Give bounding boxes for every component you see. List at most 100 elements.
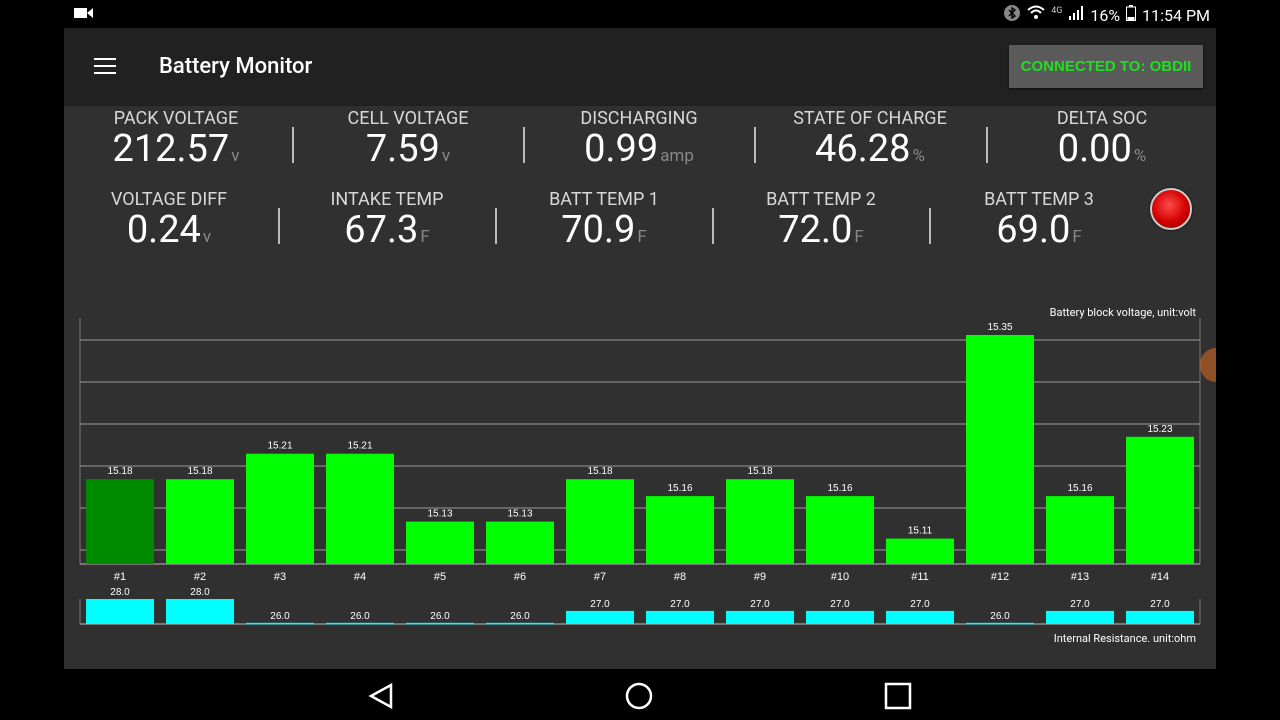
metric-cell-voltage: CELL VOLTAGE 7.59 v <box>308 108 508 178</box>
metric-value: 46.28 <box>815 127 911 171</box>
metric-label: BATT TEMP 1 <box>549 189 659 210</box>
resistance-data-label: 27.0 <box>830 599 850 610</box>
resistance-data-label: 26.0 <box>350 611 370 622</box>
resistance-bar <box>406 622 474 625</box>
voltage-tick-label: #14 <box>1151 571 1169 583</box>
metric-delta-soc: DELTA SOC 0.00% <box>1002 108 1202 178</box>
voltage-tick-label: #10 <box>831 571 849 583</box>
voltage-bar <box>1046 496 1114 564</box>
resistance-data-label: 27.0 <box>1070 599 1090 610</box>
divider <box>278 208 280 244</box>
divider <box>929 208 931 244</box>
divider <box>712 208 714 244</box>
connection-status-button[interactable]: CONNECTED TO: OBDII <box>1009 45 1203 88</box>
metric-unit: F <box>1072 227 1082 247</box>
metric-unit: v <box>202 227 212 247</box>
resistance-bar <box>326 622 394 625</box>
voltage-data-label: 15.18 <box>187 466 212 477</box>
metric-label: BATT TEMP 2 <box>766 189 876 210</box>
resistance-data-label: 26.0 <box>510 611 530 622</box>
metric-pack-voltage: PACK VOLTAGE 212.57 v <box>76 108 276 178</box>
metric-label: BATT TEMP 3 <box>984 189 1094 210</box>
voltage-bar <box>326 453 394 564</box>
resistance-data-label: 27.0 <box>670 599 690 610</box>
voltage-data-label: 15.11 <box>908 526 933 537</box>
resistance-data-label: 28.0 <box>190 587 210 598</box>
clock: 11:54 PM <box>1142 5 1210 25</box>
resistance-chart-title: Internal Resistance. unit:ohm <box>1053 632 1196 645</box>
record-button[interactable] <box>1150 188 1192 230</box>
voltage-data-label: 15.16 <box>667 483 692 494</box>
menu-icon[interactable] <box>94 58 116 75</box>
metric-value-wrap: 212.57 v <box>76 127 276 178</box>
metric-label: STATE OF CHARGE <box>793 108 947 129</box>
voltage-data-label: 15.18 <box>587 466 612 477</box>
resistance-bar <box>486 622 554 625</box>
resistance-bar <box>1046 610 1114 624</box>
app-window: Battery Monitor CONNECTED TO: OBDII PACK… <box>64 28 1216 669</box>
metric-value: 70.9 <box>561 208 636 252</box>
resistance-bar <box>886 610 954 624</box>
toolbar: Battery Monitor CONNECTED TO: OBDII <box>64 28 1216 106</box>
metric-label: INTAKE TEMP <box>330 189 444 210</box>
floating-handle[interactable] <box>1200 348 1216 382</box>
status-bar: 4G 16% 11:54 PM <box>0 0 1280 28</box>
metric-value-wrap: 0.99 amp <box>539 127 739 178</box>
metric-label: VOLTAGE DIFF <box>110 189 228 210</box>
metric-value: 67.3 <box>344 208 419 252</box>
voltage-bar <box>726 479 794 564</box>
voltage-bar <box>886 538 954 564</box>
metric-value-wrap: 70.9 F <box>504 208 704 259</box>
resistance-data-label: 27.0 <box>750 599 770 610</box>
metric-unit: % <box>912 146 925 166</box>
metric-intake-temp: INTAKE TEMP 67.3 F <box>287 189 487 259</box>
voltage-data-label: 15.35 <box>987 322 1012 333</box>
metric-value: 0.00 <box>1057 127 1132 171</box>
network-label: 4G <box>1051 6 1063 16</box>
metric-voltage-diff: VOLTAGE DIFF 0.24 v <box>69 189 269 259</box>
voltage-bar <box>646 496 714 564</box>
voltage-tick-label: #1 <box>114 571 126 583</box>
voltage-data-label: 15.18 <box>747 466 772 477</box>
metric-state-of-charge: STATE OF CHARGE 46.28% <box>770 108 970 178</box>
metric-value-wrap: 67.3 F <box>287 208 487 259</box>
voltage-bar <box>406 521 474 564</box>
metric-value-wrap: 72.0 F <box>721 208 921 259</box>
metric-value: 69.0 <box>996 208 1071 252</box>
voltage-tick-label: #12 <box>991 571 1009 583</box>
voltage-tick-label: #5 <box>434 571 446 583</box>
metric-label: PACK VOLTAGE <box>113 108 239 129</box>
resistance-bar <box>966 622 1034 625</box>
metric-unit: F <box>637 227 647 247</box>
resistance-data-label: 27.0 <box>910 599 930 610</box>
voltage-bar <box>86 479 154 564</box>
voltage-bar <box>966 334 1034 564</box>
metric-unit: F <box>420 227 430 247</box>
voltage-tick-label: #11 <box>911 571 929 583</box>
metric-batt-temp-2: BATT TEMP 2 72.0 F <box>721 189 921 259</box>
metric-value: 212.57 <box>112 127 230 171</box>
divider <box>292 127 294 163</box>
resistance-bar <box>806 610 874 624</box>
battery-icon <box>1126 5 1137 25</box>
metric-unit: v <box>441 146 451 166</box>
metric-unit: F <box>854 227 864 247</box>
voltage-bar <box>486 521 554 564</box>
back-icon[interactable] <box>364 679 398 713</box>
metric-label: DISCHARGING <box>580 108 698 129</box>
resistance-data-label: 27.0 <box>590 599 610 610</box>
metric-label: DELTA SOC <box>1056 108 1148 129</box>
recents-icon[interactable] <box>881 679 915 713</box>
resistance-data-label: 26.0 <box>270 611 290 622</box>
metric-value-wrap: 7.59 v <box>308 127 508 178</box>
voltage-data-label: 15.16 <box>827 483 852 494</box>
metric-unit: % <box>1133 146 1147 166</box>
voltage-chart-title: Battery block voltage, unit:volt <box>1049 306 1196 319</box>
voltage-data-label: 15.21 <box>267 441 292 452</box>
metric-unit: v <box>231 146 240 166</box>
home-icon[interactable] <box>622 679 656 713</box>
nav-bar <box>0 669 1280 720</box>
battery-charts: 15.18 #1 15.18 #2 15.21 #3 15.21 #4 15.13 #5 15.13… <box>79 318 1201 625</box>
metric-value: 0.99 <box>584 127 659 171</box>
metric-value: 7.59 <box>365 127 440 171</box>
